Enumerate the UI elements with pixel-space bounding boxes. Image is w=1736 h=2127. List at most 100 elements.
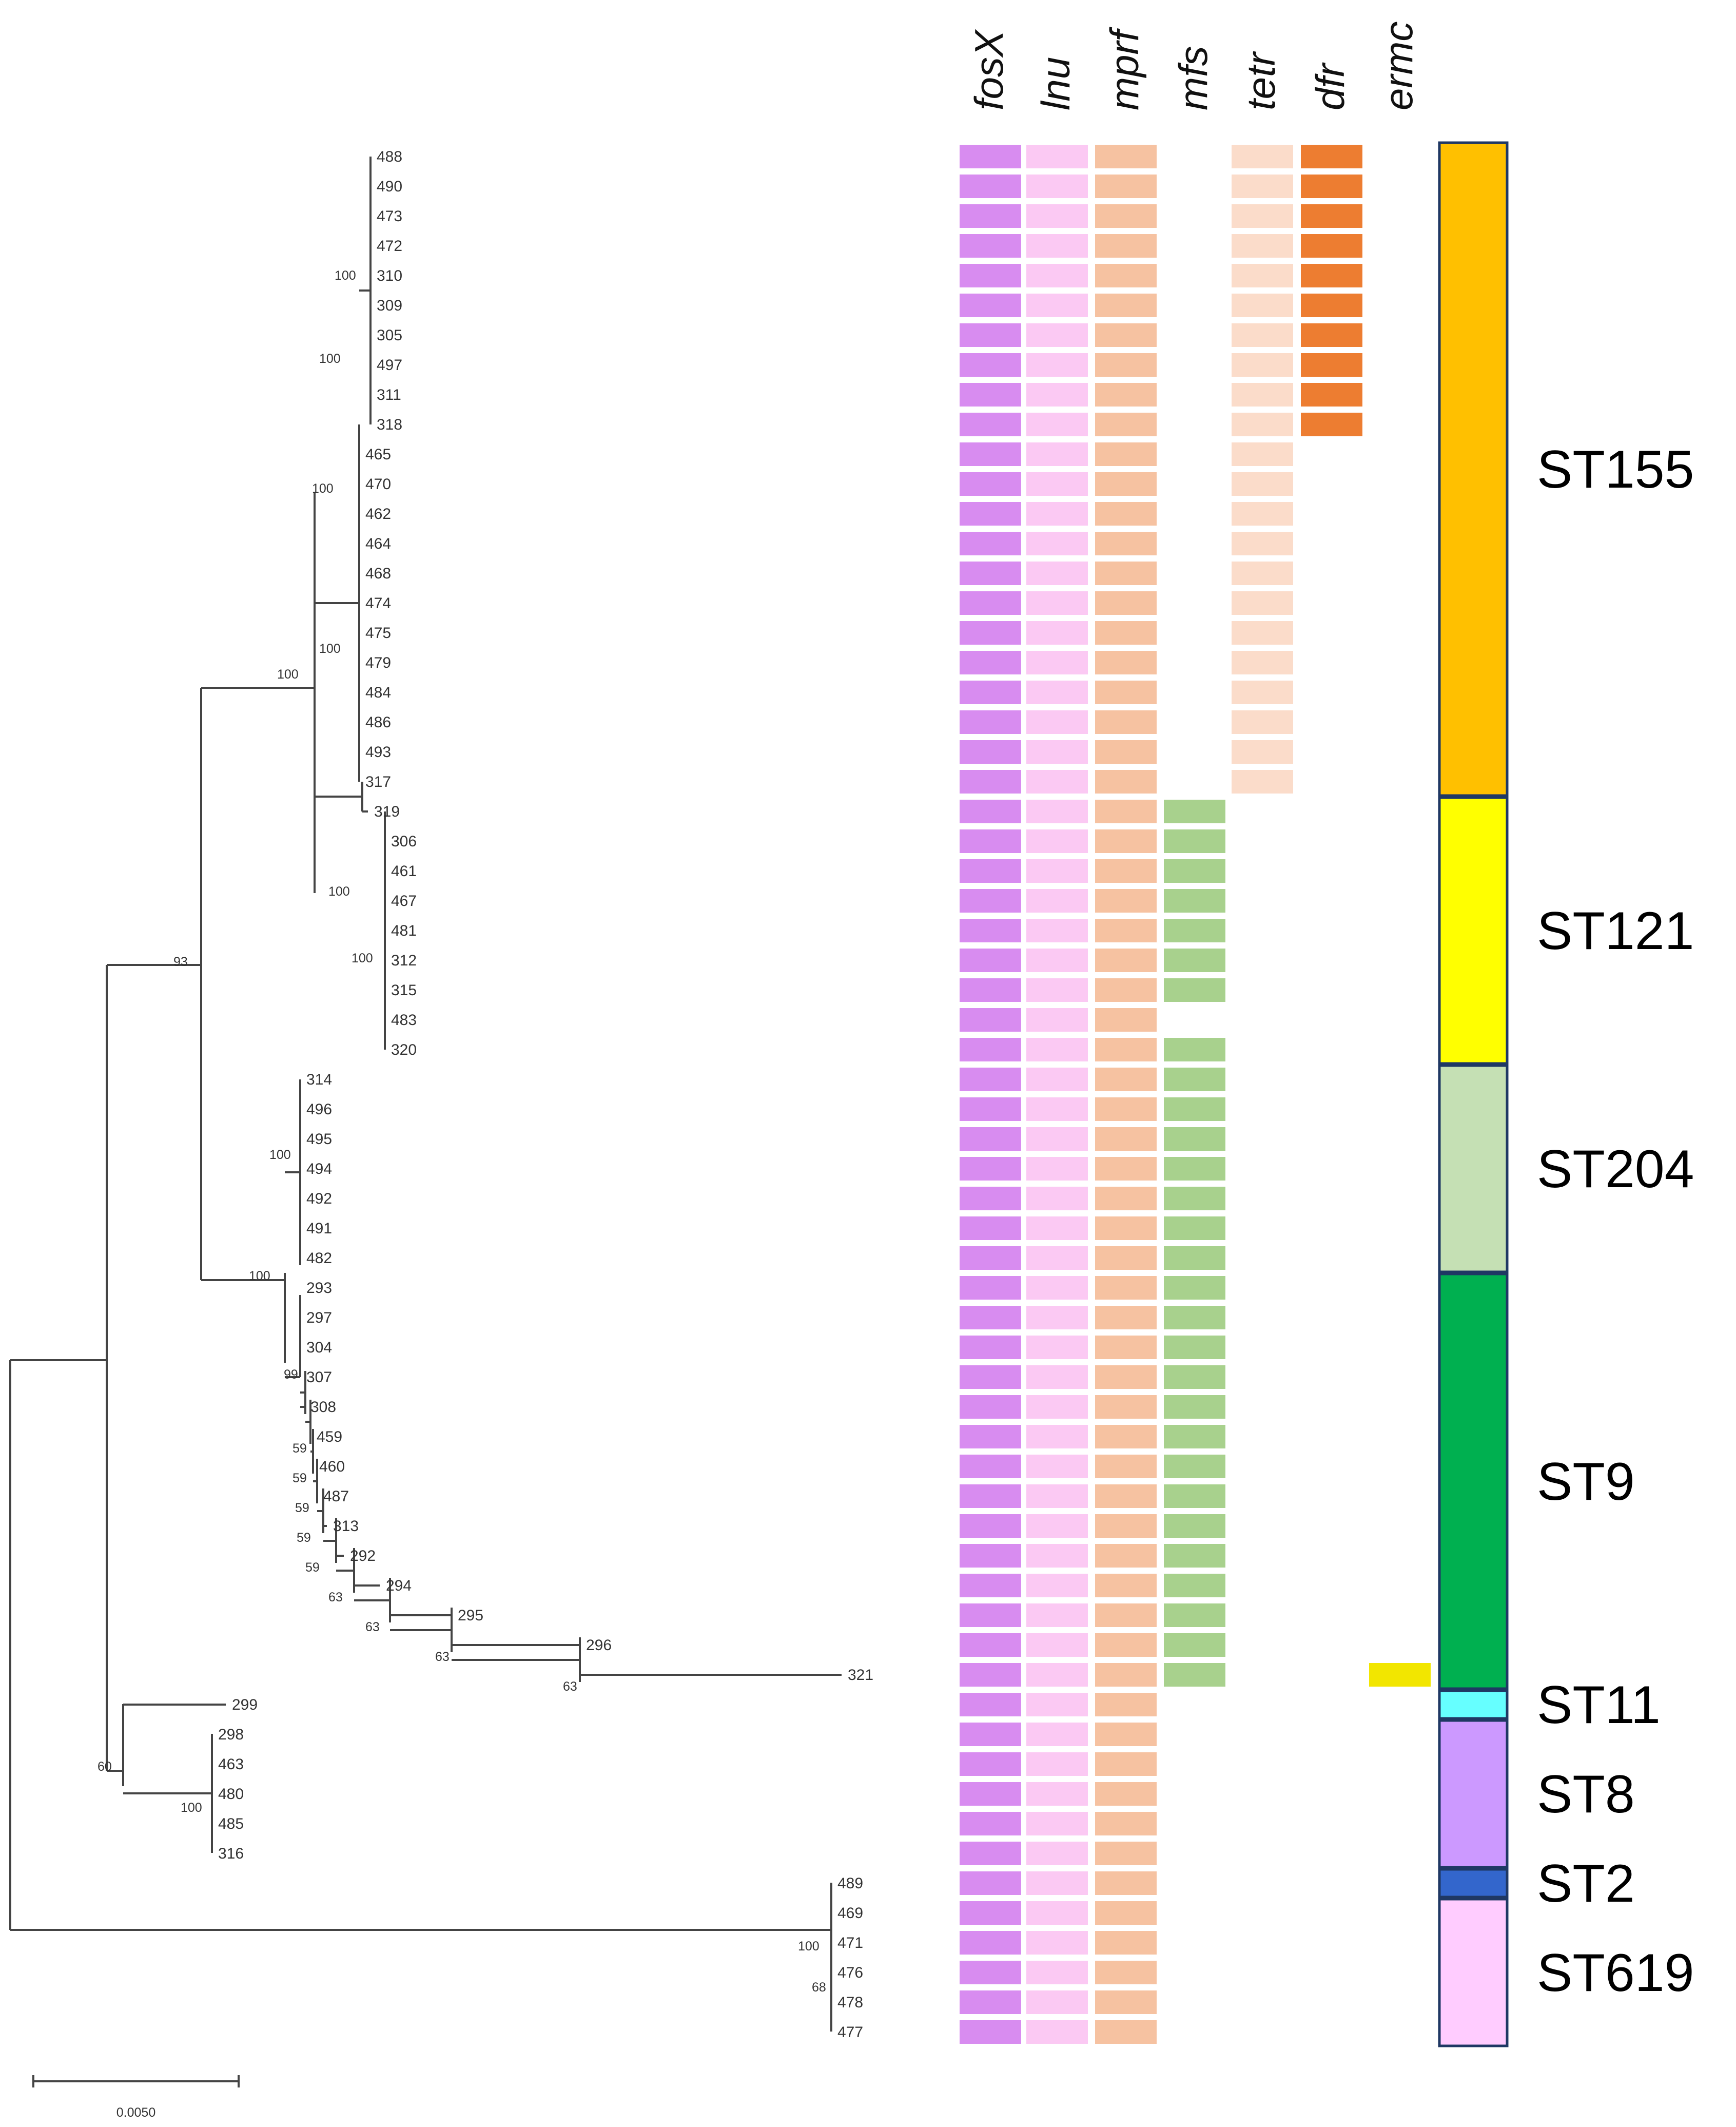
gene-cell-mfs xyxy=(1164,1663,1225,1687)
isolate-label-473: 473 xyxy=(377,208,402,225)
gene-cell-fosX xyxy=(960,1752,1021,1776)
gene-cell-lnu xyxy=(1026,264,1088,287)
gene-cell-fosX xyxy=(960,651,1021,674)
gene-cell-tetr xyxy=(1232,472,1293,496)
gene-cell-mfs xyxy=(1164,1633,1225,1657)
gene-cell-mprf xyxy=(1095,621,1157,645)
gene-cell-fosX xyxy=(960,829,1021,853)
gene-cell-lnu xyxy=(1026,204,1088,228)
gene-cell-mprf xyxy=(1095,919,1157,942)
isolate-label-316: 316 xyxy=(218,1845,244,1862)
isolate-label-314: 314 xyxy=(306,1071,332,1088)
bootstrap-label: 100 xyxy=(798,1939,820,1954)
st-segment-ST121 xyxy=(1438,796,1509,1065)
gene-cell-lnu xyxy=(1026,502,1088,526)
st-segment-ST155 xyxy=(1438,141,1509,797)
gene-cell-fosX xyxy=(960,1871,1021,1895)
gene-cell-lnu xyxy=(1026,1901,1088,1925)
bootstrap-label: 59 xyxy=(297,1531,311,1545)
isolate-label-312: 312 xyxy=(391,952,417,969)
gene-cell-fosX xyxy=(960,383,1021,407)
st-segment-ST8 xyxy=(1438,1719,1509,1869)
isolate-label-313: 313 xyxy=(333,1518,359,1535)
gene-cell-tetr xyxy=(1232,145,1293,168)
isolate-label-469: 469 xyxy=(837,1905,863,1922)
gene-cell-fosX xyxy=(960,1723,1021,1746)
gene-cell-lnu xyxy=(1026,1961,1088,1984)
gene-cell-tetr xyxy=(1232,681,1293,704)
bootstrap-label: 93 xyxy=(173,955,188,969)
gene-cell-mprf xyxy=(1095,1812,1157,1835)
bootstrap-label: 99 xyxy=(284,1367,298,1382)
gene-cell-fosX xyxy=(960,562,1021,585)
gene-headers: fosX lnu mprf mfs tetr dfr ermc xyxy=(966,22,1421,110)
gene-header-tetr: tetr xyxy=(1238,51,1283,110)
gene-cell-tetr xyxy=(1232,323,1293,347)
isolate-label-321: 321 xyxy=(848,1667,873,1684)
gene-cell-mfs xyxy=(1164,1365,1225,1389)
gene-cell-mfs xyxy=(1164,800,1225,823)
gene-cell-lnu xyxy=(1026,1812,1088,1835)
gene-cell-tetr xyxy=(1232,532,1293,555)
isolate-label-296: 296 xyxy=(586,1637,612,1654)
leaf-labels: 488 490 473 472 310 309 305 497 311 318 465 470 462 4… xyxy=(218,148,873,2041)
isolate-label-489: 489 xyxy=(837,1875,863,1892)
gene-cell-mprf xyxy=(1095,175,1157,198)
isolate-label-468: 468 xyxy=(365,565,391,582)
gene-cell-fosX xyxy=(960,1395,1021,1419)
gene-cell-lnu xyxy=(1026,175,1088,198)
bootstrap-label: 63 xyxy=(365,1620,380,1634)
bootstrap-labels: 100 100 100 100 100 100 100 93 100 100 9… xyxy=(97,268,826,1995)
gene-cell-fosX xyxy=(960,1931,1021,1955)
gene-cell-tetr xyxy=(1232,175,1293,198)
isolate-label-311: 311 xyxy=(377,386,401,403)
isolate-label-495: 495 xyxy=(306,1131,332,1148)
gene-cell-lnu xyxy=(1026,532,1088,555)
gene-cell-lnu xyxy=(1026,442,1088,466)
gene-cell-mprf xyxy=(1095,681,1157,704)
isolate-label-459: 459 xyxy=(317,1428,342,1445)
phylogenetic-tree xyxy=(9,157,842,2032)
gene-cell-fosX xyxy=(960,1306,1021,1329)
gene-cell-mprf xyxy=(1095,264,1157,287)
gene-header-lnu: lnu xyxy=(1033,57,1078,110)
gene-cell-lnu xyxy=(1026,621,1088,645)
gene-cell-fosX xyxy=(960,1127,1021,1151)
gene-cell-lnu xyxy=(1026,1425,1088,1448)
gene-cell-dfr xyxy=(1301,383,1362,407)
isolate-label-485: 485 xyxy=(218,1815,244,1832)
gene-cell-lnu xyxy=(1026,710,1088,734)
bootstrap-label: 100 xyxy=(335,268,356,283)
gene-cell-mprf xyxy=(1095,562,1157,585)
gene-cell-fosX xyxy=(960,681,1021,704)
gene-cell-fosX xyxy=(960,353,1021,377)
isolate-label-297: 297 xyxy=(306,1309,332,1326)
isolate-label-306: 306 xyxy=(391,833,417,850)
gene-cell-lnu xyxy=(1026,1842,1088,1865)
gene-cell-lnu xyxy=(1026,1246,1088,1270)
gene-cell-mprf xyxy=(1095,859,1157,883)
gene-cell-lnu xyxy=(1026,472,1088,496)
gene-cell-mprf xyxy=(1095,1693,1157,1716)
isolate-label-484: 484 xyxy=(365,684,391,701)
gene-cell-mprf xyxy=(1095,1514,1157,1538)
isolate-label-483: 483 xyxy=(391,1012,417,1029)
st-label-ST619: ST619 xyxy=(1537,1943,1694,2003)
gene-cell-mprf xyxy=(1095,383,1157,407)
gene-cell-mprf xyxy=(1095,1068,1157,1091)
st-segment-ST619 xyxy=(1438,1898,1509,2047)
gene-cell-fosX xyxy=(960,1455,1021,1478)
gene-cell-fosX xyxy=(960,1425,1021,1448)
bootstrap-label: 100 xyxy=(319,352,341,366)
gene-cell-fosX xyxy=(960,1633,1021,1657)
gene-cell-lnu xyxy=(1026,949,1088,972)
isolate-label-491: 491 xyxy=(306,1220,332,1237)
gene-cell-fosX xyxy=(960,1097,1021,1121)
gene-cell-lnu xyxy=(1026,889,1088,913)
gene-cell-mprf xyxy=(1095,145,1157,168)
isolate-label-488: 488 xyxy=(377,148,402,165)
st-segment-ST204 xyxy=(1438,1064,1509,1273)
gene-cell-mprf xyxy=(1095,294,1157,317)
isolate-label-494: 494 xyxy=(306,1161,332,1177)
gene-cell-dfr xyxy=(1301,353,1362,377)
